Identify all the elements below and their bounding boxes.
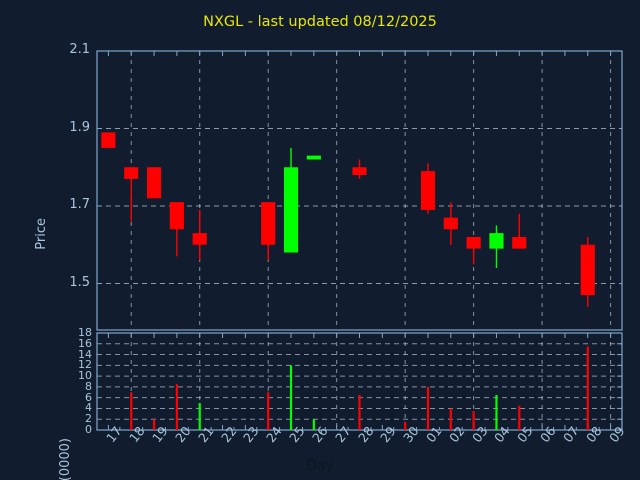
volume-tick-label: 0 [85, 423, 92, 436]
candle-body [306, 155, 321, 160]
volume-tick-label: 4 [85, 401, 92, 415]
price-tick-label: 2.1 [69, 42, 90, 57]
candle-17 [101, 132, 116, 148]
candle-body [124, 167, 139, 179]
volume-tick-label: 2 [85, 412, 92, 426]
candle-03 [466, 237, 481, 265]
candle-21 [192, 209, 207, 261]
candle-body [352, 167, 367, 175]
price-tick-label: 1.9 [69, 119, 90, 135]
candle-body [489, 233, 504, 249]
candle-05 [512, 213, 527, 249]
candle-04 [489, 225, 504, 268]
candle-body [420, 171, 436, 210]
candle-body [146, 167, 162, 199]
price-panel-frame [96, 50, 623, 331]
candle-18 [124, 167, 139, 222]
volume-tick-label: 10 [78, 369, 92, 383]
candle-body [261, 202, 276, 245]
volume-tick-label: 16 [78, 336, 92, 350]
volume-tick-label: 6 [85, 390, 92, 404]
volume-tick-label: 12 [78, 358, 92, 372]
price-tick-label: 1.5 [69, 274, 90, 290]
chart-title: NXGL - last updated 08/12/2025 [203, 14, 437, 30]
candle-body [512, 237, 527, 249]
candle-19 [146, 167, 162, 199]
volume-tick-label: 18 [78, 326, 92, 339]
candle-20 [169, 202, 184, 257]
candle-02 [443, 202, 458, 245]
volume-tick-label: 14 [78, 347, 92, 361]
candle-body [580, 244, 595, 296]
candle-body [101, 132, 116, 148]
candle-body [192, 233, 207, 245]
x-axis-label: Day [306, 458, 334, 474]
candle-25 [283, 147, 299, 253]
candle-body [466, 237, 481, 249]
candle-body [283, 167, 299, 253]
candle-24 [261, 202, 276, 261]
candle-body [169, 202, 184, 230]
volume-tick-label: 8 [85, 379, 92, 393]
candle-28 [352, 159, 367, 179]
candle-01 [420, 163, 436, 214]
candle-08 [580, 237, 595, 307]
candle-body [443, 217, 458, 230]
price-tick-label: 1.7 [69, 197, 90, 212]
candle-26 [306, 155, 321, 160]
